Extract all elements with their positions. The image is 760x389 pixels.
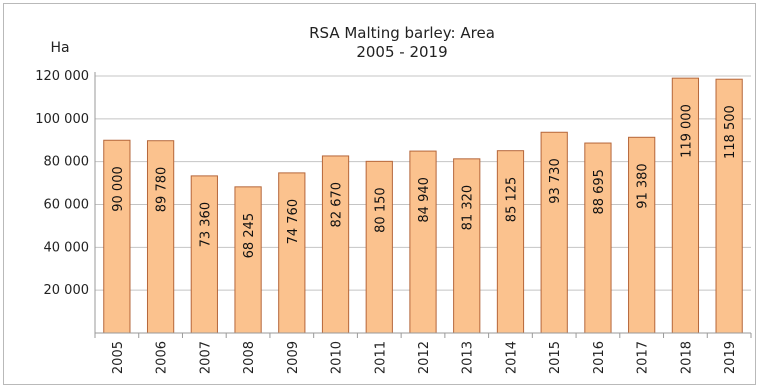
y-tick-label: 80 000 [44, 155, 90, 170]
bar-2017 [628, 136, 656, 334]
x-tick-label: 2007 [198, 341, 213, 374]
bar-2005 [103, 139, 131, 334]
x-tick-label: 2010 [330, 341, 345, 374]
chart-subtitle: 2005 - 2019 [356, 43, 447, 61]
x-tick-label: 2018 [679, 341, 694, 374]
bar-2010 [321, 155, 350, 334]
y-tick-label: 100 000 [35, 112, 89, 127]
x-tick-label: 2015 [548, 341, 563, 374]
bar-2016 [584, 142, 612, 334]
data-label: 81 320 [461, 185, 476, 231]
data-label: 73 360 [198, 202, 213, 248]
data-label: 68 245 [242, 213, 257, 259]
x-tick-label: 2006 [155, 341, 170, 374]
x-tick-label: 2016 [592, 341, 607, 374]
data-label: 85 125 [504, 177, 519, 223]
bar-2019 [715, 78, 743, 334]
x-tick-label: 2005 [111, 341, 126, 374]
y-axis-unit-label: Ha [50, 40, 69, 56]
x-tick-label: 2012 [417, 341, 432, 374]
bar-2015 [540, 131, 568, 334]
data-label: 82 670 [330, 182, 345, 228]
bar-2014 [496, 150, 525, 334]
data-label: 89 780 [155, 167, 170, 213]
chart-title: RSA Malting barley: Area [309, 24, 495, 42]
y-tick-labels: 20 000 40 000 60 000 80 000 100 000 120 000 [35, 69, 89, 298]
x-tick-label: 2014 [504, 341, 519, 374]
axes [94, 72, 752, 338]
y-tick-label: 40 000 [44, 240, 90, 255]
x-tick-label: 2011 [373, 341, 388, 374]
bar-2006 [146, 140, 175, 334]
data-label: 90 000 [111, 166, 126, 212]
data-label: 91 380 [636, 163, 651, 209]
x-tick-label: 2008 [242, 341, 257, 374]
x-tick-label: 2017 [636, 341, 651, 374]
data-label: 119 000 [679, 104, 694, 158]
data-label: 84 940 [417, 177, 432, 223]
y-tick-label: 120 000 [35, 69, 89, 84]
bar-2007 [190, 175, 218, 334]
x-tick-label: 2009 [286, 341, 301, 374]
bar-2011 [365, 160, 393, 334]
x-tick-label: 2019 [723, 341, 738, 374]
data-label: 93 730 [548, 158, 563, 204]
data-label: 74 760 [286, 199, 301, 245]
x-tick-labels: 2005 2006 2007 2008 2009 2010 2011 2012 2013 2014… [111, 341, 738, 374]
x-tick-label: 2013 [461, 341, 476, 374]
bar-2018 [671, 77, 700, 334]
data-label: 80 150 [373, 187, 388, 233]
bars [103, 77, 743, 334]
data-label: 88 695 [592, 169, 607, 215]
bar-2013 [453, 158, 481, 334]
bar-2008 [234, 186, 262, 334]
y-tick-label: 20 000 [44, 283, 90, 298]
data-label: 118 500 [723, 105, 738, 159]
bar-2009 [278, 172, 306, 334]
y-tick-label: 60 000 [44, 198, 90, 213]
data-labels: 90 000 89 780 73 360 68 245 74 760 82 670 80 1… [111, 104, 738, 258]
